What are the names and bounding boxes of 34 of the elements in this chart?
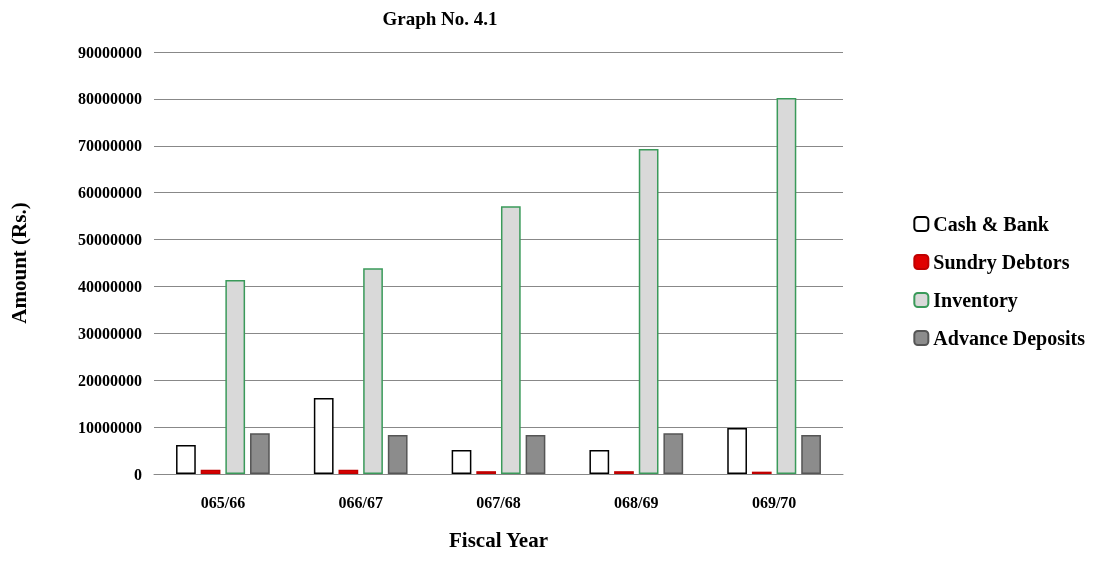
bar [451, 450, 472, 474]
bar [727, 428, 747, 474]
y-tick-label: 10000000 [78, 418, 142, 436]
y-tick-label: 50000000 [78, 231, 142, 249]
y-tick-label: 70000000 [78, 137, 142, 155]
bar [589, 450, 610, 474]
chart-title: Graph No. 4.1 [382, 8, 498, 29]
x-tick-label: 069/70 [751, 493, 797, 511]
bar [638, 149, 659, 474]
y-tick-label: 40000000 [78, 277, 142, 295]
x-tick-label: 065/66 [200, 493, 246, 511]
x-axis-title: Fiscal Year [449, 527, 548, 552]
x-tick-label: 066/67 [338, 493, 383, 511]
legend-label: Cash & Bank [933, 213, 1050, 235]
y-axis-title: Amount (Rs.) [6, 202, 31, 324]
y-tick-label: 30000000 [78, 324, 142, 342]
y-tick-label: 80000000 [78, 90, 142, 108]
legend-label: Sundry Debtors [933, 251, 1070, 274]
y-tick-label: 90000000 [78, 43, 142, 61]
bar [200, 469, 221, 474]
legend-label: Inventory [933, 289, 1018, 312]
y-tick-label: 60000000 [78, 184, 142, 202]
bar [176, 444, 196, 474]
bar [500, 206, 521, 474]
y-tick-label: 20000000 [78, 371, 142, 389]
x-tick-label: 068/69 [614, 493, 659, 511]
legend-label: Advance Deposits [933, 327, 1086, 350]
bar [776, 97, 797, 474]
x-tick-label: 067/68 [476, 493, 521, 511]
y-tick-label: 0 [134, 465, 142, 483]
bar [225, 279, 246, 474]
bar [363, 268, 383, 474]
bar [313, 398, 334, 474]
bar [338, 469, 359, 474]
